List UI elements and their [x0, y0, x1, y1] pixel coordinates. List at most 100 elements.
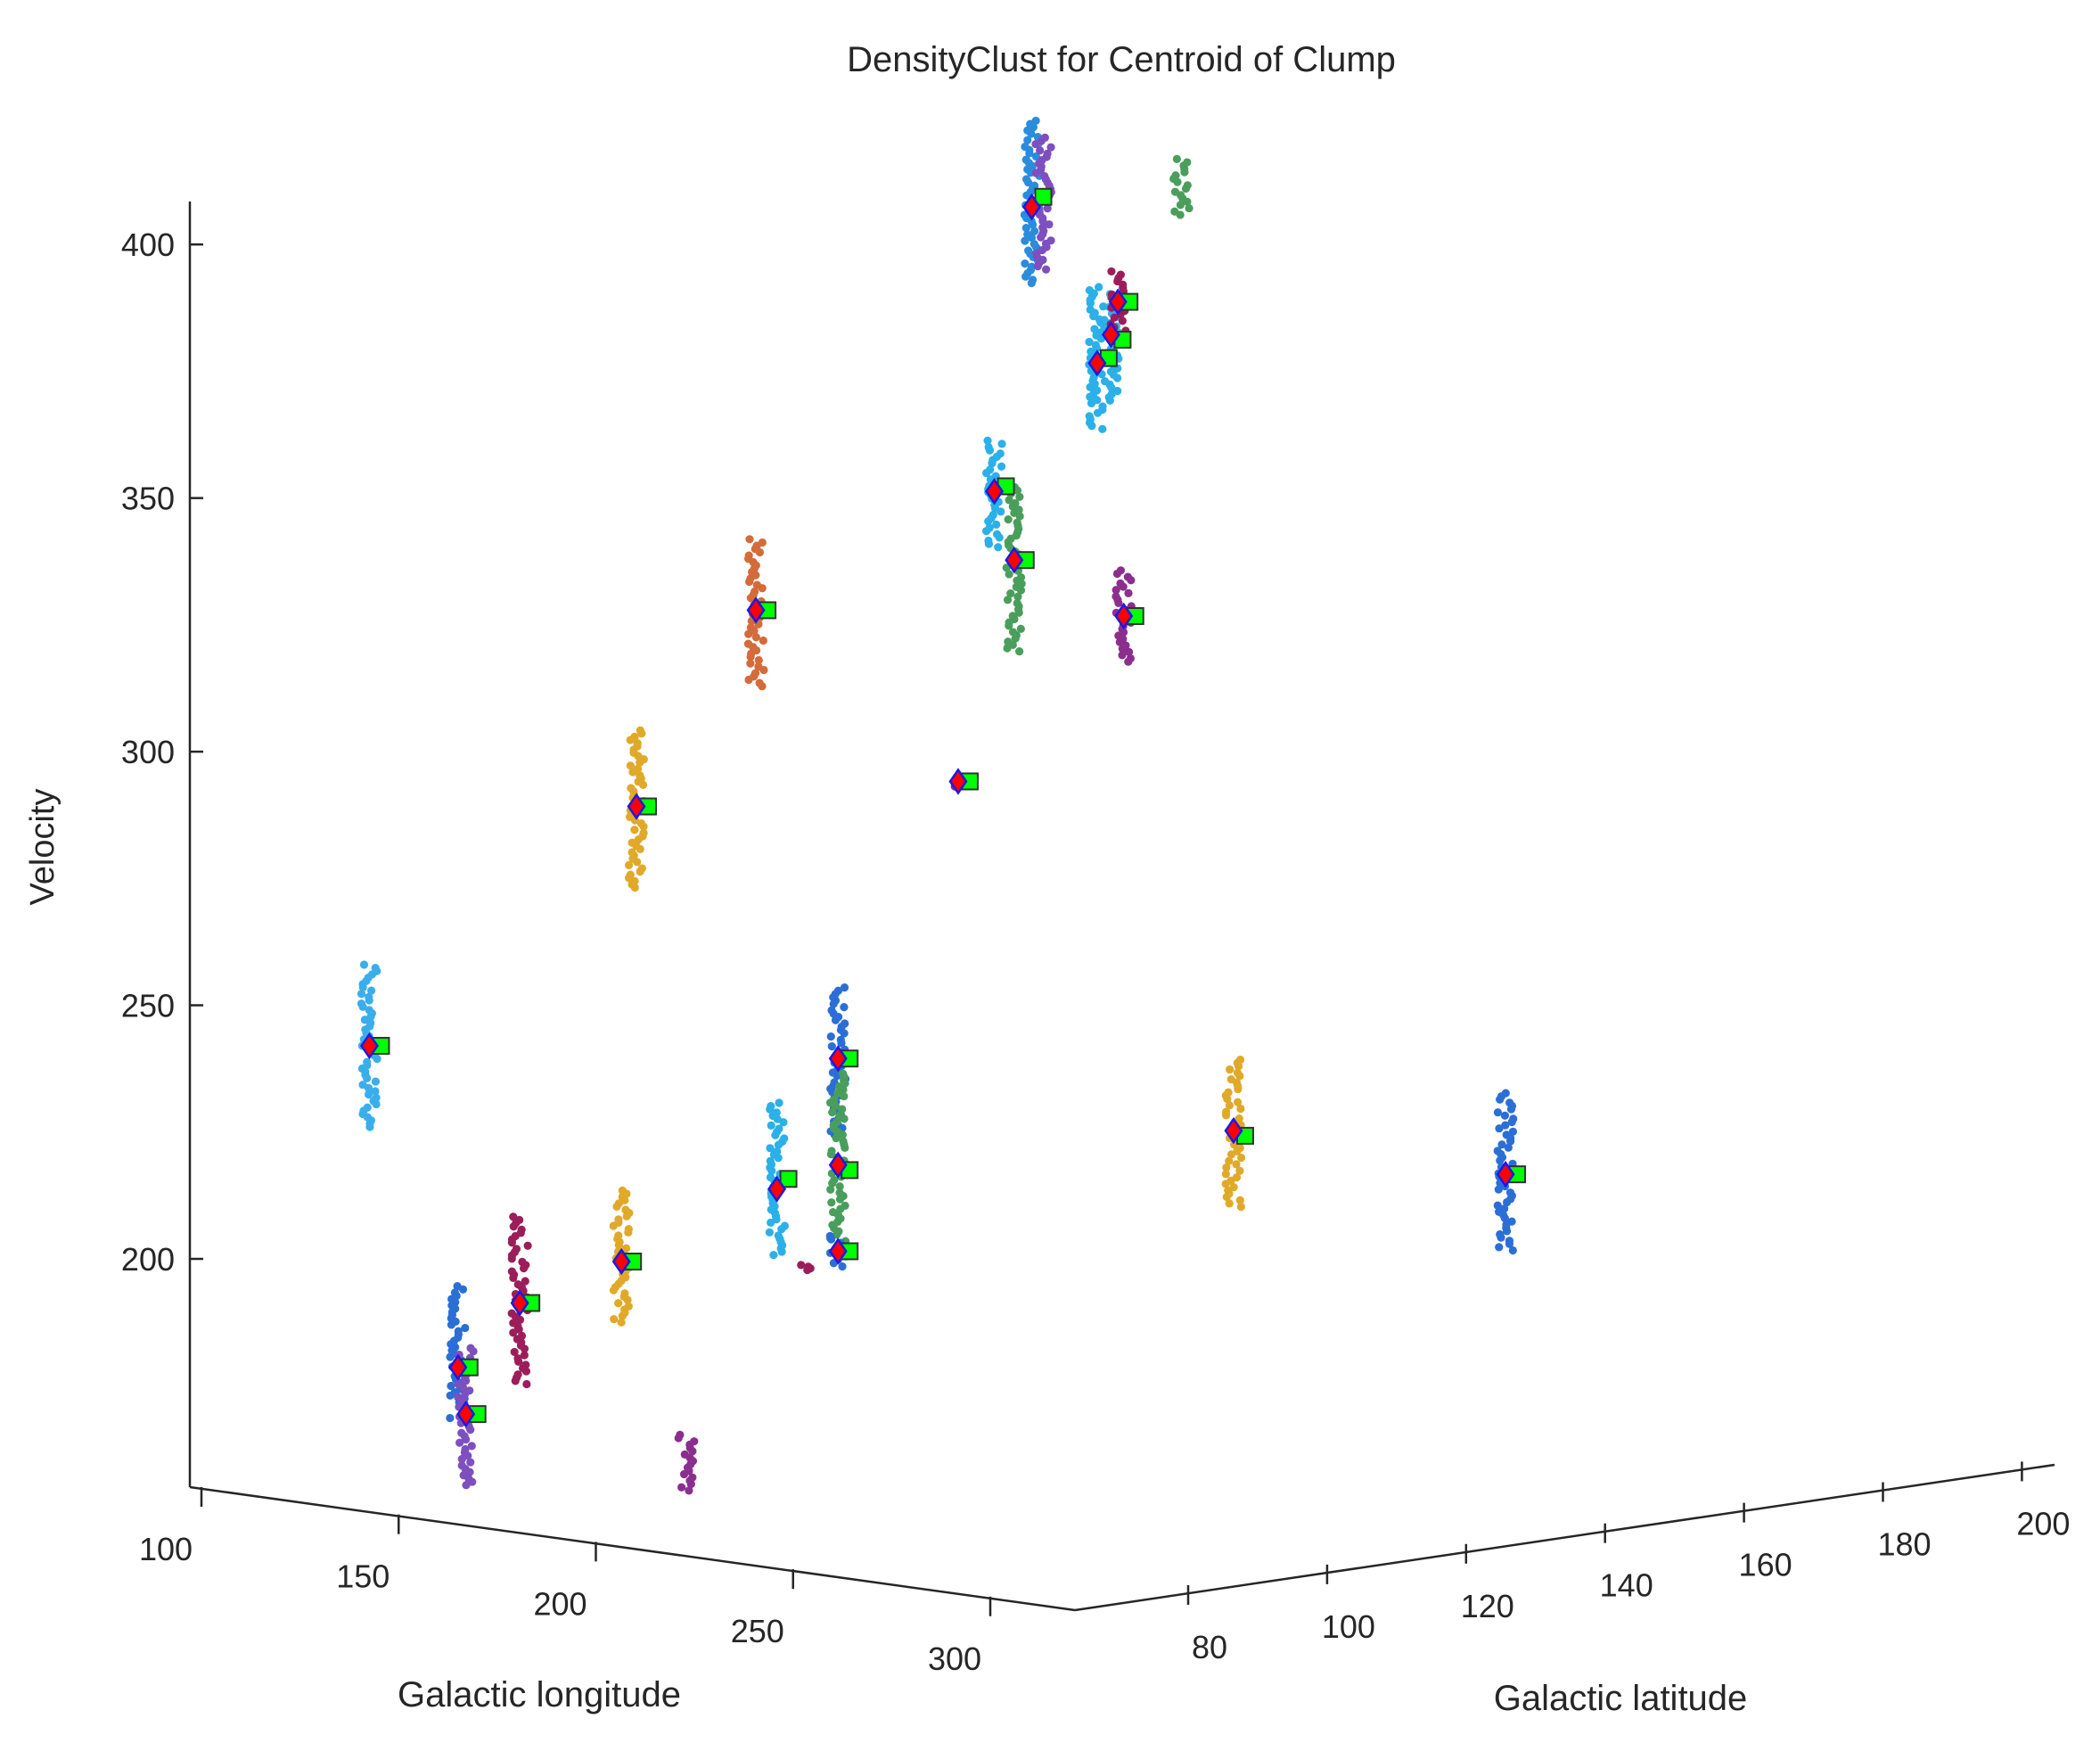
cluster-6-point	[624, 860, 634, 869]
cluster-20-point	[828, 1108, 837, 1117]
cluster-3-point	[1085, 286, 1094, 295]
cluster-16-point	[1016, 624, 1025, 633]
cluster-20-point	[828, 1207, 838, 1217]
cluster-19-point	[833, 986, 843, 995]
cluster-24-point	[1495, 1243, 1504, 1252]
cluster-3-point	[1089, 373, 1098, 382]
cluster-9-point	[465, 1386, 474, 1395]
cluster-17-point	[1124, 588, 1133, 598]
cluster-8-point	[453, 1282, 462, 1291]
cluster-9-point	[467, 1442, 476, 1451]
cluster-11-point	[620, 1289, 629, 1298]
cluster-16-point	[1004, 637, 1013, 646]
cluster-12-point	[767, 1121, 775, 1130]
cluster-10-point	[507, 1309, 516, 1318]
cluster-16-point	[1004, 514, 1013, 524]
cluster-7-point	[363, 1103, 372, 1112]
cluster-24-point	[1496, 1229, 1505, 1239]
cluster-5-point	[746, 659, 755, 668]
cluster-2-point	[1183, 158, 1192, 167]
cluster-12-point	[779, 1118, 788, 1127]
cluster-0-point	[1028, 275, 1038, 284]
cluster-20-point	[826, 1185, 835, 1194]
cluster-3-point	[1095, 283, 1103, 292]
cluster-19-point	[827, 1042, 836, 1051]
cluster-12-point	[780, 1221, 790, 1230]
chart-title: DensityClust for Centroid of Clump	[847, 40, 1396, 79]
cluster-24-point	[1509, 1114, 1518, 1123]
cluster-17-point	[1126, 654, 1135, 663]
cluster-19-point	[841, 1019, 849, 1028]
cluster-19-point	[827, 1006, 836, 1015]
cluster-12-point	[775, 1124, 783, 1133]
cluster-20-point	[830, 1175, 839, 1185]
cluster-6-point	[637, 864, 646, 873]
cluster-23-point	[1226, 1074, 1235, 1084]
cluster-12-point	[766, 1144, 775, 1153]
x-tick-label-3: 250	[731, 1613, 784, 1649]
cluster-5-point	[744, 551, 753, 560]
cluster-10-point	[521, 1277, 529, 1286]
cluster-7-point	[365, 992, 373, 1002]
cluster-16-point	[1008, 612, 1017, 621]
cluster-12-point	[774, 1231, 783, 1240]
cluster-10-point	[517, 1225, 526, 1234]
cluster-0-point	[1029, 226, 1039, 235]
cluster-7-point	[367, 986, 376, 995]
cluster-9-point	[457, 1428, 466, 1437]
cluster-21-point	[838, 1262, 847, 1271]
z-tick-label-4: 400	[121, 226, 175, 263]
y-axis-label: Galactic latitude	[1494, 1679, 1748, 1718]
cluster-24-point	[1505, 1188, 1515, 1197]
cluster-23-point	[1221, 1170, 1230, 1179]
cluster-24-point	[1505, 1098, 1514, 1107]
cluster-10-point	[513, 1279, 522, 1289]
cluster-3-centroid-marker	[1087, 349, 1107, 377]
cluster-12-point	[767, 1102, 775, 1111]
cluster-5-point	[743, 639, 753, 648]
cluster-4-point	[1100, 316, 1109, 325]
cluster-11-point	[617, 1318, 626, 1327]
x-tick-label-4: 300	[928, 1640, 981, 1677]
cluster-5-point	[754, 655, 763, 665]
cluster-1-point	[1046, 143, 1055, 152]
cluster-6-point	[626, 761, 635, 770]
cluster-13	[674, 1430, 699, 1495]
cluster-5-point	[752, 580, 761, 589]
cluster-11-point	[618, 1186, 627, 1195]
z-ticks: 200 250 300 350 400	[121, 226, 203, 1278]
cluster-20-point	[840, 1092, 849, 1101]
z-tick-label-1: 250	[121, 988, 175, 1024]
cluster-12-centroid-marker	[767, 1175, 787, 1203]
cluster-1-point	[1040, 133, 1049, 142]
cluster-0-point	[1023, 136, 1032, 144]
cluster-6-point	[628, 838, 636, 847]
cluster-0-centroid-marker	[1021, 193, 1042, 221]
cluster-5-point	[745, 535, 754, 544]
cluster-4-point	[1106, 367, 1115, 376]
cluster-9-point	[457, 1461, 466, 1470]
cluster-24-point	[1500, 1204, 1509, 1213]
cluster-12-point	[769, 1251, 778, 1260]
cluster-24-point	[1494, 1185, 1503, 1194]
cluster-24-point	[1495, 1124, 1504, 1133]
cluster-13-point	[685, 1486, 693, 1495]
cluster-0-point	[1021, 259, 1029, 268]
cluster-16-centroid-marker	[1005, 546, 1024, 574]
cluster-2-point	[1183, 181, 1192, 190]
cluster-8-point	[450, 1288, 460, 1297]
cluster-2-point	[1176, 201, 1185, 210]
cluster-11-point	[610, 1315, 619, 1324]
cluster-15-point	[992, 530, 1002, 539]
cluster-5-point	[750, 587, 759, 596]
cluster-19-centroid-marker	[828, 1045, 848, 1073]
cluster-2	[1169, 154, 1194, 219]
cluster-3-point	[1086, 305, 1095, 314]
cluster-23-point	[1235, 1196, 1244, 1204]
x-tick-label-1: 150	[336, 1558, 390, 1595]
cluster-20-point	[830, 1095, 839, 1104]
cluster-15-point	[994, 543, 1003, 552]
cluster-24-point	[1502, 1130, 1511, 1139]
cluster-15-point	[992, 520, 1001, 529]
cluster-20-point	[839, 1069, 848, 1078]
